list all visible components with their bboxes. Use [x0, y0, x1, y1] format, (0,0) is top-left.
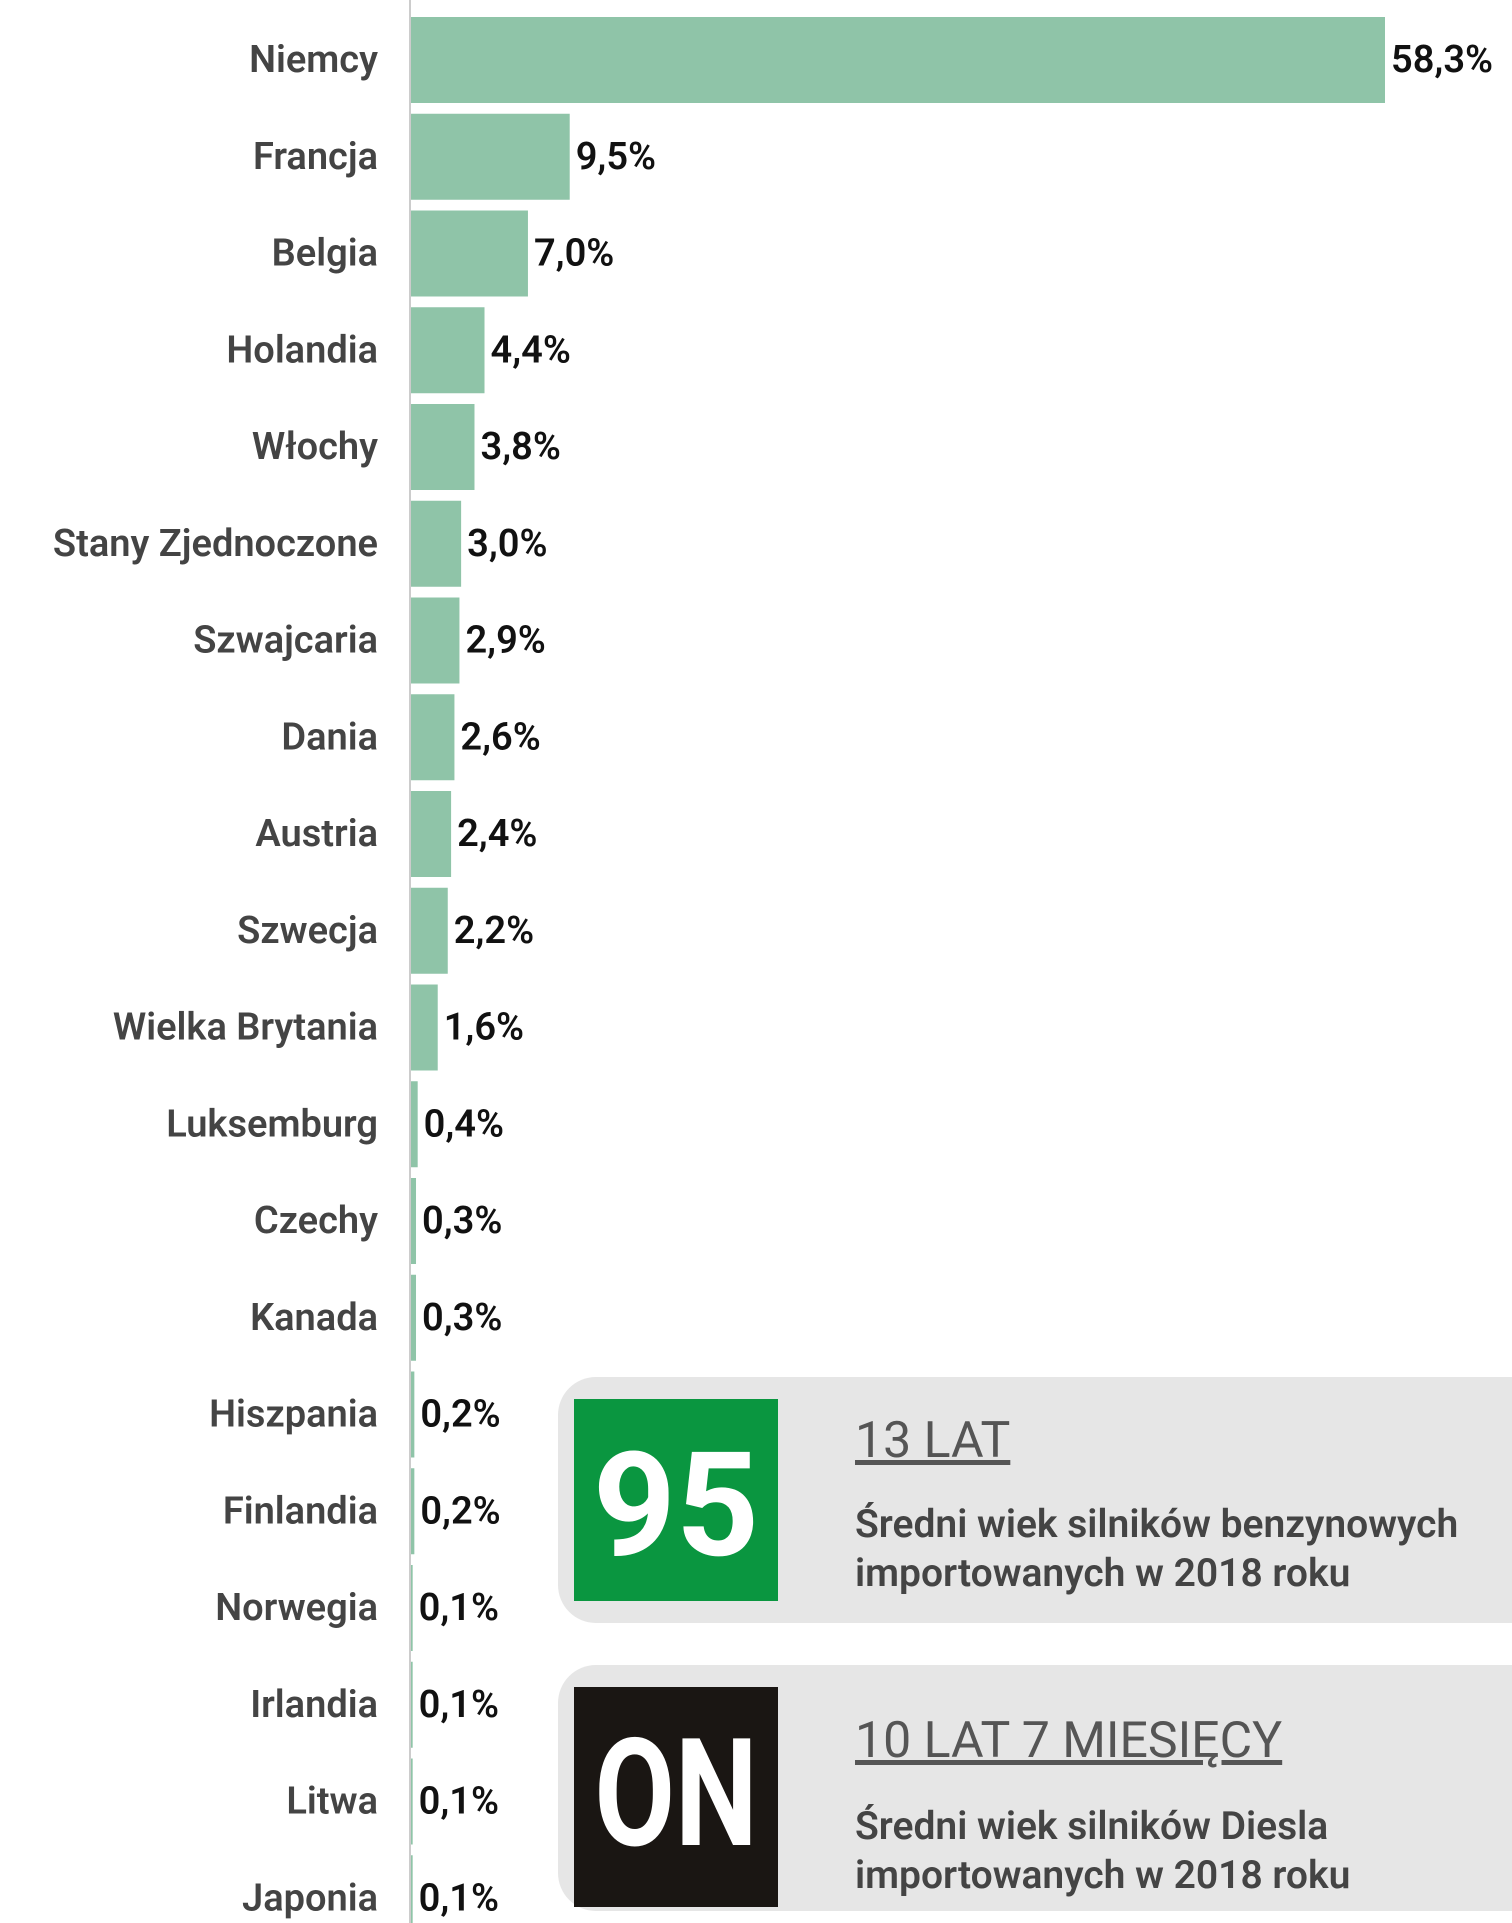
bar [411, 404, 475, 490]
badge [574, 1399, 778, 1601]
category-label: Kanada [250, 1296, 378, 1340]
bar [411, 1468, 415, 1555]
bar [411, 113, 570, 200]
category-label: Belgia [272, 232, 378, 276]
bar [411, 1274, 417, 1361]
bar [411, 984, 438, 1071]
card [558, 1665, 1512, 1911]
value-label: 0,4% [424, 1102, 504, 1146]
bar [411, 1855, 413, 1923]
value-label: 0,3% [422, 1296, 502, 1340]
bar [411, 1081, 418, 1168]
value-label: 0,2% [420, 1393, 500, 1437]
category-label: Czechy [254, 1199, 378, 1243]
category-label: Norwegia [215, 1586, 378, 1630]
category-label: Dania [281, 715, 378, 759]
card-text: Średni wiek silników Diesla [855, 1803, 1328, 1849]
card-text: importowanych w 2018 roku [855, 1550, 1350, 1596]
category-label: Francja [253, 135, 378, 179]
value-label: 0,1% [419, 1780, 499, 1824]
card [558, 1377, 1512, 1623]
category-label: Włochy [252, 425, 378, 469]
value-label: 58,3% [1391, 38, 1493, 82]
bar [411, 1758, 413, 1845]
value-label: 9,5% [576, 135, 656, 179]
card-title: 13 LAT [855, 1412, 1010, 1470]
bar [411, 17, 1385, 103]
bar [411, 1178, 417, 1264]
value-label: 2,2% [454, 909, 534, 953]
value-label: 0,1% [419, 1683, 499, 1727]
value-label: 4,4% [491, 328, 571, 372]
category-label: Austria [255, 812, 378, 856]
value-label: 0,1% [419, 1876, 499, 1920]
value-label: 0,2% [420, 1489, 500, 1533]
category-label: Irlandia [250, 1683, 378, 1727]
card-title: 10 LAT 7 MIESIĘCY [855, 1712, 1282, 1770]
category-label: Luksemburg [166, 1102, 378, 1146]
category-label: Japonia [242, 1876, 378, 1920]
bar [411, 307, 485, 394]
value-label: 2,6% [460, 715, 540, 759]
value-label: 2,4% [457, 812, 537, 856]
badge [574, 1687, 778, 1907]
value-label: 1,6% [444, 1006, 524, 1050]
bar [411, 887, 448, 974]
category-label: Niemcy [249, 38, 378, 82]
bar [411, 1661, 413, 1748]
bar [411, 500, 462, 587]
category-label: Szwecja [237, 909, 378, 953]
category-label: Litwa [286, 1780, 378, 1824]
category-label: Szwajcaria [193, 619, 378, 663]
value-label: 0,1% [419, 1586, 499, 1630]
category-label: Hiszpania [209, 1393, 378, 1437]
bar [411, 694, 455, 781]
bar [411, 210, 528, 297]
value-label: 3,8% [480, 425, 560, 469]
category-label: Holandia [226, 328, 378, 372]
card-text: Średni wiek silników benzynowych [855, 1501, 1458, 1547]
badge-text: ON [594, 1706, 757, 1882]
bar [411, 1565, 413, 1651]
category-label: Stany Zjednoczone [53, 522, 378, 566]
card-text: importowanych w 2018 roku [855, 1852, 1350, 1898]
badge-text: 95 [593, 1421, 759, 1591]
value-label: 3,0% [467, 522, 547, 566]
value-label: 2,9% [465, 619, 545, 663]
value-label: 7,0% [534, 232, 614, 276]
bar [411, 597, 460, 684]
category-label: Wielka Brytania [113, 1006, 378, 1050]
category-label: Finlandia [223, 1489, 378, 1533]
bar [411, 791, 452, 877]
bar [411, 1371, 415, 1458]
value-label: 0,3% [422, 1199, 502, 1243]
